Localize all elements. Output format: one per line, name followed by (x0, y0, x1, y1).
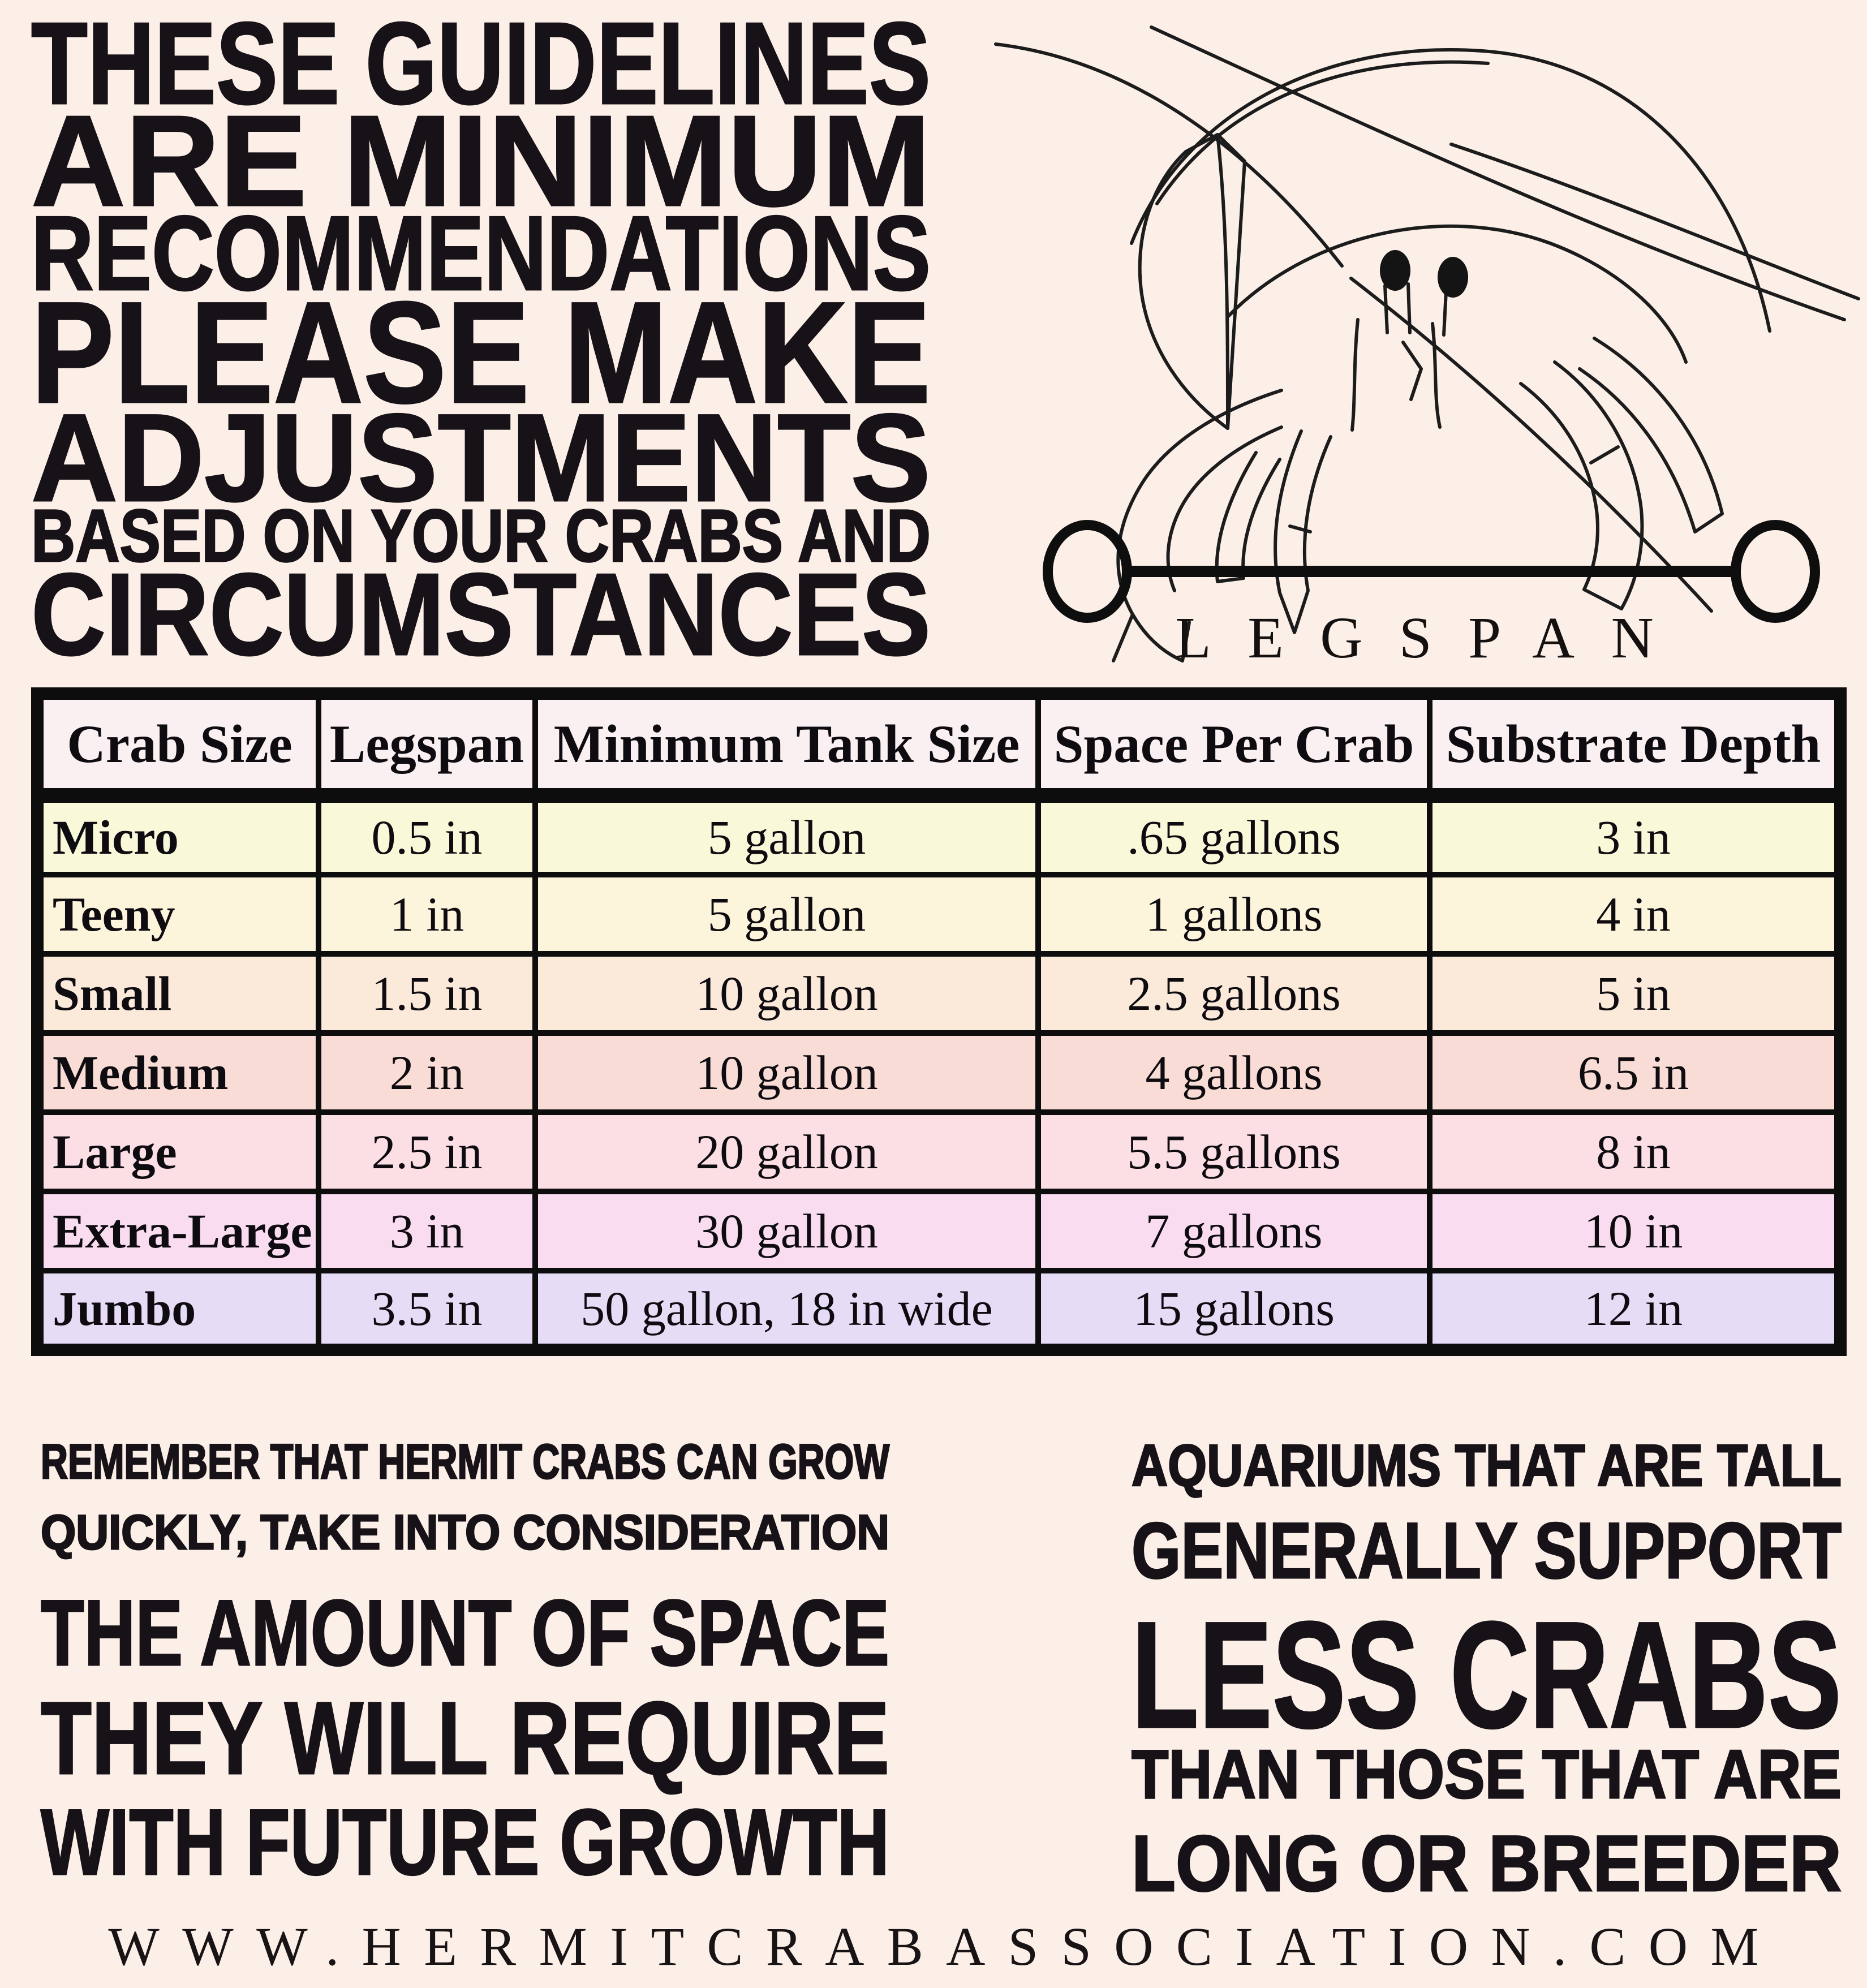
note-line: THE AMOUNT OF SPACE (40, 1581, 890, 1685)
space-per-crab-cell: 1 gallons (1035, 872, 1432, 957)
table-row-micro: Micro 0.5 in 5 gallon .65 gallons 3 in (35, 793, 1843, 877)
note-line: LESS CRABS (1131, 1590, 1842, 1759)
tank-size-cell: 5 gallon (532, 872, 1041, 957)
note-line: REMEMBER THAT HERMIT CRABS CAN GROW (40, 1435, 890, 1489)
headline-line: PLEASE MAKE (31, 272, 932, 433)
note-line: THAN THOSE THAT ARE (1131, 1736, 1843, 1813)
col-header-substrate-depth: Substrate Depth (1427, 691, 1843, 803)
substrate-depth-cell: 5 in (1427, 951, 1843, 1036)
aquarium-shape-note: AQUARIUMS THAT ARE TALL GENERALLY SUPPOR… (1131, 1433, 1843, 1908)
crab-size-cell: Extra-Large (35, 1189, 321, 1273)
legspan-cell: 1.5 in (316, 951, 538, 1036)
note-line: WITH FUTURE GROWTH (40, 1790, 890, 1894)
crab-size-cell: Teeny (35, 872, 321, 957)
legspan-label: LEGSPAN (1175, 605, 1690, 670)
table-header-row: Crab Size Legspan Minimum Tank Size Spac… (35, 691, 1843, 803)
crab-size-cell: Micro (35, 793, 321, 877)
col-header-legspan: Legspan (316, 691, 538, 803)
headline-line: CIRCUMSTANCES (31, 549, 932, 679)
note-line: AQUARIUMS THAT ARE TALL (1131, 1433, 1843, 1499)
tank-size-cell: 5 gallon (532, 793, 1041, 877)
space-per-crab-cell: 4 gallons (1035, 1030, 1432, 1115)
substrate-depth-cell: 4 in (1427, 872, 1843, 957)
page-title: THESE GUIDELINES ARE MINIMUM RECOMMENDAT… (30, 0, 932, 679)
headline-line: THESE GUIDELINES (31, 0, 931, 128)
col-header-space-per-crab: Space Per Crab (1035, 691, 1432, 803)
space-per-crab-cell: 5.5 gallons (1035, 1109, 1432, 1194)
headline-line: ARE MINIMUM (30, 89, 931, 233)
crab-eyes (1380, 250, 1468, 298)
tank-size-cell: 20 gallon (532, 1109, 1041, 1194)
legspan-cell: 1 in (316, 872, 538, 957)
space-per-crab-cell: 7 gallons (1035, 1189, 1432, 1273)
legspan-diagram (1043, 520, 1820, 623)
headline-line: RECOMMENDATIONS (31, 194, 931, 312)
tank-size-cell: 10 gallon (532, 1030, 1041, 1115)
legspan-cell: 3 in (316, 1189, 538, 1273)
hermit-crab-illustration (994, 25, 1860, 662)
col-header-crab-size: Crab Size (35, 691, 321, 803)
crab-size-cell: Jumbo (35, 1268, 321, 1353)
tank-size-cell: 50 gallon, 18 in wide (532, 1268, 1041, 1353)
legspan-cell: 2.5 in (316, 1109, 538, 1194)
crab-size-cell: Medium (35, 1030, 321, 1115)
substrate-depth-cell: 10 in (1427, 1189, 1843, 1273)
table-row-extra-large: Extra-Large 3 in 30 gallon 7 gallons 10 … (35, 1189, 1843, 1273)
table-row-jumbo: Jumbo 3.5 in 50 gallon, 18 in wide 15 ga… (35, 1268, 1843, 1353)
col-header-min-tank-size: Minimum Tank Size (532, 691, 1041, 803)
website-url: WWW.HERMITCRABASSOCIATION.COM (108, 1916, 1782, 1977)
space-per-crab-cell: 15 gallons (1035, 1268, 1432, 1353)
crab-size-cell: Large (35, 1109, 321, 1194)
note-line: GENERALLY SUPPORT (1131, 1506, 1842, 1595)
crab-size-table: Crab Size Legspan Minimum Tank Size Spac… (31, 687, 1847, 1356)
space-per-crab-cell: 2.5 gallons (1035, 951, 1432, 1036)
legspan-cell: 3.5 in (316, 1268, 538, 1353)
substrate-depth-cell: 12 in (1427, 1268, 1843, 1353)
tank-size-cell: 10 gallon (532, 951, 1041, 1036)
legspan-cell: 2 in (316, 1030, 538, 1115)
note-line: THEY WILL REQUIRE (40, 1680, 890, 1796)
note-line: QUICKLY, TAKE INTO CONSIDERATION (40, 1505, 891, 1560)
crab-size-cell: Small (35, 951, 321, 1036)
substrate-depth-cell: 3 in (1427, 793, 1843, 877)
legspan-cell: 0.5 in (316, 793, 538, 877)
table-row-small: Small 1.5 in 10 gallon 2.5 gallons 5 in (35, 951, 1843, 1036)
headline-line: BASED ON YOUR CRABS AND (31, 494, 931, 577)
table-row-teeny: Teeny 1 in 5 gallon 1 gallons 4 in (35, 872, 1843, 957)
headline-line: ADJUSTMENTS (31, 388, 932, 527)
substrate-depth-cell: 8 in (1427, 1109, 1843, 1194)
table-row-large: Large 2.5 in 20 gallon 5.5 gallons 8 in (35, 1109, 1843, 1194)
growth-note: REMEMBER THAT HERMIT CRABS CAN GROW QUIC… (40, 1435, 891, 1894)
table-row-medium: Medium 2 in 10 gallon 4 gallons 6.5 in (35, 1030, 1843, 1115)
space-per-crab-cell: .65 gallons (1035, 793, 1432, 877)
note-line: LONG OR BREEDER (1131, 1819, 1843, 1908)
tank-size-cell: 30 gallon (532, 1189, 1041, 1273)
substrate-depth-cell: 6.5 in (1427, 1030, 1843, 1115)
